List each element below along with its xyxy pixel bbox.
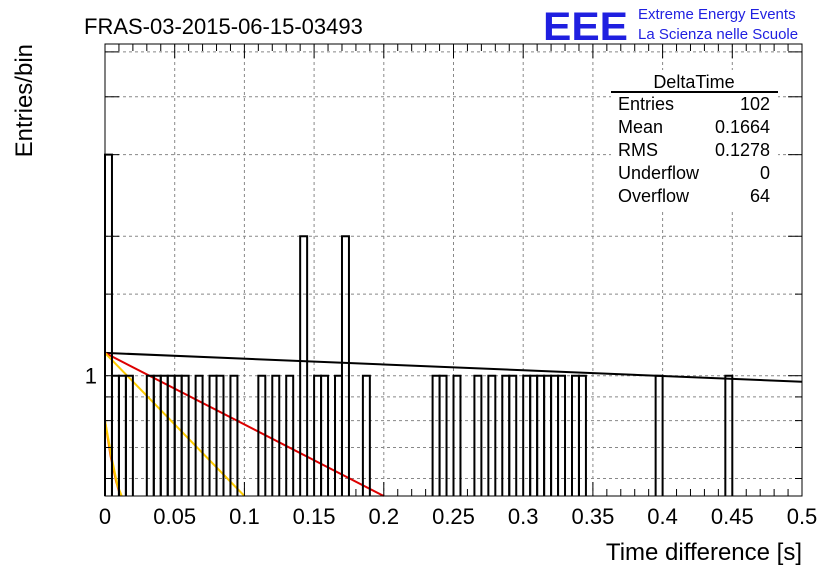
x-tick-label: 0.35 — [571, 504, 614, 529]
fit-line — [104, 352, 385, 497]
histogram-bin — [487, 374, 497, 496]
histogram-bin — [536, 374, 546, 496]
histogram-bin — [431, 374, 441, 496]
stats-row-label: Underflow — [618, 163, 700, 183]
histogram-bin — [229, 374, 239, 496]
histogram-bin — [117, 374, 127, 496]
stats-row-value: 102 — [740, 94, 770, 114]
histogram-bin — [145, 374, 155, 496]
x-axis-label: Time difference [s] — [606, 539, 802, 566]
histogram-bin — [550, 374, 560, 496]
histogram-bin — [529, 374, 539, 496]
histogram-bin — [522, 374, 532, 496]
stats-row-value: 0.1664 — [715, 117, 770, 137]
histogram-bin — [173, 374, 183, 496]
stats-row-label: Mean — [618, 117, 663, 137]
histogram-bin — [452, 374, 462, 496]
stats-row-value: 0 — [760, 163, 770, 183]
histogram-bin — [508, 374, 518, 496]
stats-row-label: Entries — [618, 94, 674, 114]
axis-ticks — [104, 44, 803, 496]
x-tick-label: 0.3 — [508, 504, 539, 529]
x-tick-label: 0.2 — [369, 504, 400, 529]
histogram-bin — [215, 374, 225, 496]
x-tick-label: 0.25 — [432, 504, 475, 529]
fit-line — [104, 351, 803, 383]
histogram-bin — [361, 374, 371, 496]
histogram-bin — [285, 374, 295, 496]
x-tick-labels: 0 0.05 0.1 0.15 0.2 0.25 0.3 0.35 0.4 0.45 0.5 — [99, 504, 817, 529]
histogram-bin — [438, 374, 448, 496]
x-tick-label: 0.15 — [293, 504, 336, 529]
histogram-bin — [654, 374, 664, 496]
histogram-bin — [299, 235, 309, 496]
stats-box-background — [611, 70, 778, 210]
stats-row-label: Overflow — [618, 186, 690, 206]
histogram-bin — [180, 374, 190, 496]
stats-box: DeltaTime Entries 102 Mean 0.1664 RMS 0.1278 U… — [611, 70, 778, 210]
x-tick-label: 0.05 — [153, 504, 196, 529]
histogram-bin — [543, 374, 553, 496]
histogram-bin — [152, 374, 162, 496]
eee-logo: EEE Extreme Energy Events La Scienza nel… — [543, 5, 798, 49]
histogram-bins — [104, 153, 734, 496]
histogram-bin — [577, 374, 587, 496]
stats-row-value: 0.1278 — [715, 140, 770, 160]
x-tick-label: 0.1 — [229, 504, 260, 529]
histogram-bin — [271, 374, 281, 496]
histogram-bin — [570, 374, 580, 496]
x-tick-label: 0 — [99, 504, 111, 529]
histogram-bin — [340, 235, 350, 496]
histogram-bin — [334, 374, 343, 496]
histogram-bin — [257, 374, 267, 496]
x-tick-label: 0.45 — [711, 504, 754, 529]
logo-line-1: Extreme Energy Events — [638, 6, 796, 23]
stats-row-label: RMS — [618, 140, 658, 160]
histogram-bin — [557, 374, 567, 496]
histogram-bin — [313, 374, 323, 496]
y-tick-labels: 1 — [85, 364, 97, 389]
x-tick-label: 0.4 — [647, 504, 678, 529]
stats-row-value: 64 — [750, 186, 770, 206]
logo-line-2: La Scienza nelle Scuole — [638, 26, 798, 43]
y-axis-label: Entries/bin — [11, 44, 38, 157]
histogram-bin — [124, 374, 134, 496]
histogram-bin — [473, 374, 483, 496]
eee-logo-mark: EEE — [543, 5, 628, 49]
stats-title: DeltaTime — [653, 72, 734, 92]
histogram-bin — [320, 374, 330, 496]
y-tick-label: 1 — [85, 364, 97, 389]
histogram-bin — [194, 374, 204, 496]
histogram-bin — [166, 374, 176, 496]
histogram-bin — [724, 374, 734, 496]
chart-title: FRAS-03-2015-06-15-03493 — [84, 14, 363, 39]
histogram-bin — [159, 374, 169, 496]
histogram-bin — [501, 374, 511, 496]
x-tick-label: 0.5 — [787, 504, 818, 529]
histogram-bin — [208, 374, 218, 496]
